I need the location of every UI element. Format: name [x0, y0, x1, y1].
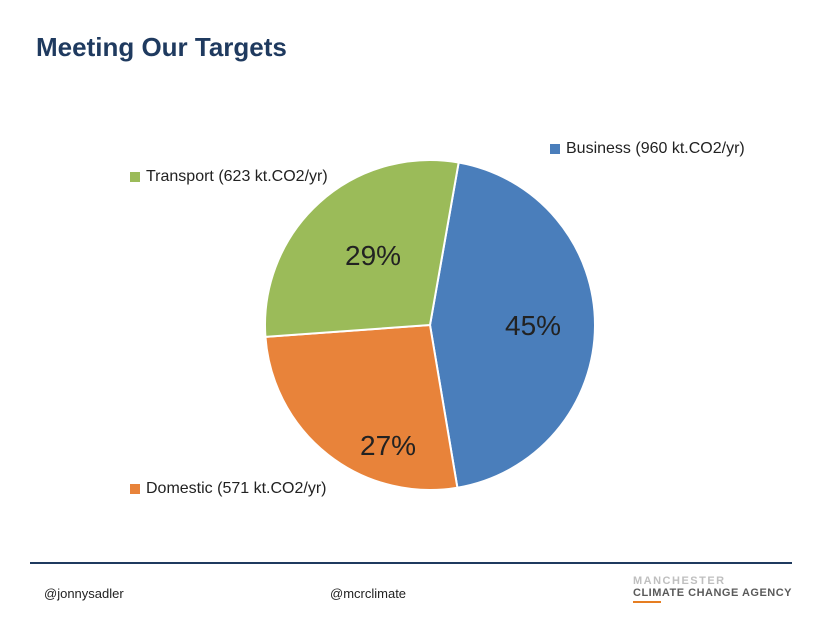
twitter-handle-author: @jonnysadler [44, 586, 124, 601]
legend-label-business: Business (960 kt.CO2/yr) [566, 140, 745, 158]
footer: @jonnysadler @mcrclimate MANCHESTER CLIM… [0, 568, 822, 624]
pct-business: 45% [505, 310, 561, 342]
chart-area: Business (960 kt.CO2/yr) Transport (623 … [0, 80, 822, 540]
legend-swatch-business [550, 144, 560, 154]
pct-transport: 29% [345, 240, 401, 272]
legend-swatch-domestic [130, 484, 140, 494]
page-title: Meeting Our Targets [36, 32, 287, 63]
twitter-handle-org: @mcrclimate [330, 586, 406, 601]
agency-logo: MANCHESTER CLIMATE CHANGE AGENCY [633, 576, 792, 603]
footer-divider [30, 562, 792, 564]
legend-business: Business (960 kt.CO2/yr) [550, 140, 745, 158]
agency-logo-line2: CLIMATE CHANGE AGENCY [633, 588, 792, 600]
pie-slice-domestic [265, 325, 457, 490]
legend-swatch-transport [130, 172, 140, 182]
agency-logo-line1: MANCHESTER [633, 576, 792, 588]
agency-logo-underline [633, 601, 661, 603]
pct-domestic: 27% [360, 430, 416, 462]
